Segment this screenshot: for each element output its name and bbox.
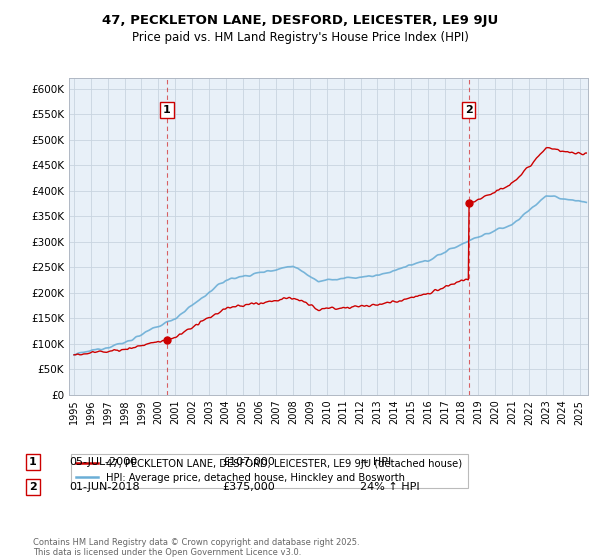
Text: 1: 1 — [163, 105, 171, 115]
Text: £107,000: £107,000 — [222, 457, 275, 467]
Text: 05-JUL-2000: 05-JUL-2000 — [69, 457, 137, 467]
Text: 1: 1 — [29, 457, 37, 467]
Legend: 47, PECKLETON LANE, DESFORD, LEICESTER, LE9 9JU (detached house), HPI: Average p: 47, PECKLETON LANE, DESFORD, LEICESTER, … — [71, 454, 467, 488]
Text: Contains HM Land Registry data © Crown copyright and database right 2025.
This d: Contains HM Land Registry data © Crown c… — [33, 538, 359, 557]
Text: ≈ HPI: ≈ HPI — [360, 457, 391, 467]
Text: 2: 2 — [29, 482, 37, 492]
Text: Price paid vs. HM Land Registry's House Price Index (HPI): Price paid vs. HM Land Registry's House … — [131, 31, 469, 44]
Text: £375,000: £375,000 — [222, 482, 275, 492]
Text: 24% ↑ HPI: 24% ↑ HPI — [360, 482, 419, 492]
Text: 47, PECKLETON LANE, DESFORD, LEICESTER, LE9 9JU: 47, PECKLETON LANE, DESFORD, LEICESTER, … — [102, 14, 498, 27]
Text: 01-JUN-2018: 01-JUN-2018 — [69, 482, 140, 492]
Text: 2: 2 — [465, 105, 473, 115]
